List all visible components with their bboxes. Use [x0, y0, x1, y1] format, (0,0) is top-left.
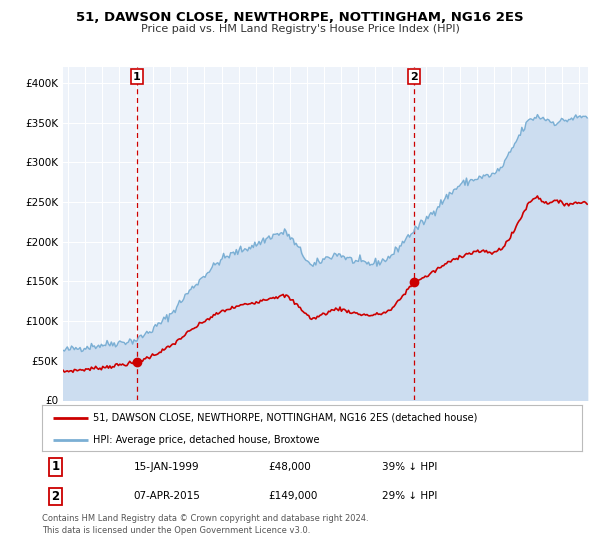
Text: 15-JAN-1999: 15-JAN-1999 — [134, 462, 199, 472]
Text: 39% ↓ HPI: 39% ↓ HPI — [382, 462, 437, 472]
Text: 51, DAWSON CLOSE, NEWTHORPE, NOTTINGHAM, NG16 2ES (detached house): 51, DAWSON CLOSE, NEWTHORPE, NOTTINGHAM,… — [94, 413, 478, 423]
Text: 2: 2 — [410, 72, 418, 82]
Text: £48,000: £48,000 — [269, 462, 311, 472]
Text: 29% ↓ HPI: 29% ↓ HPI — [382, 492, 437, 501]
Text: Contains HM Land Registry data © Crown copyright and database right 2024.: Contains HM Land Registry data © Crown c… — [42, 514, 368, 523]
Text: 1: 1 — [133, 72, 141, 82]
Text: HPI: Average price, detached house, Broxtowe: HPI: Average price, detached house, Brox… — [94, 435, 320, 445]
Text: This data is licensed under the Open Government Licence v3.0.: This data is licensed under the Open Gov… — [42, 526, 310, 535]
Text: 51, DAWSON CLOSE, NEWTHORPE, NOTTINGHAM, NG16 2ES: 51, DAWSON CLOSE, NEWTHORPE, NOTTINGHAM,… — [76, 11, 524, 24]
Text: Price paid vs. HM Land Registry's House Price Index (HPI): Price paid vs. HM Land Registry's House … — [140, 24, 460, 34]
Text: 2: 2 — [52, 490, 59, 503]
Text: 1: 1 — [52, 460, 59, 473]
Text: £149,000: £149,000 — [269, 492, 318, 501]
Text: 07-APR-2015: 07-APR-2015 — [134, 492, 200, 501]
